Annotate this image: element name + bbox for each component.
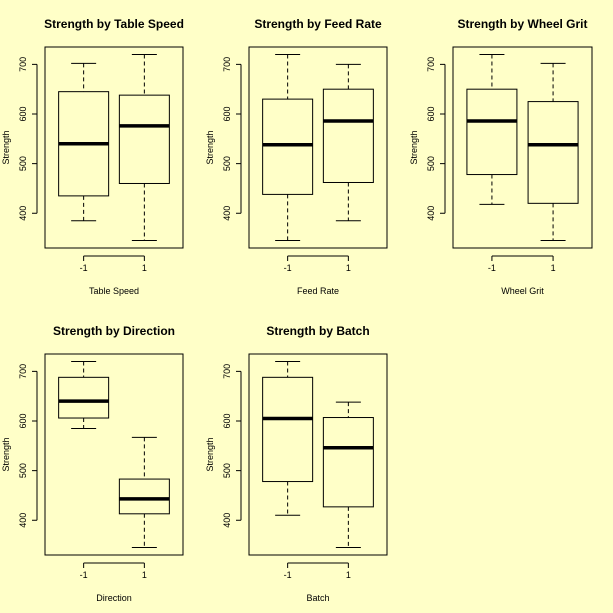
y-axis-label: Strength <box>205 437 215 471</box>
y-tick-label: 500 <box>222 156 232 171</box>
y-axis-label: Strength <box>1 437 11 471</box>
y-tick-label: 500 <box>18 463 28 478</box>
box-1 <box>118 436 170 549</box>
x-tick-label: -1 <box>488 263 496 273</box>
x-axis-label: Batch <box>306 593 329 603</box>
box--1 <box>58 360 110 429</box>
y-tick-label: 600 <box>222 413 232 428</box>
chart-title: Strength by Batch <box>266 324 369 338</box>
box--1 <box>262 360 314 516</box>
y-tick-label: 700 <box>222 57 232 72</box>
x-tick-label: -1 <box>284 570 292 580</box>
box--1 <box>262 53 314 242</box>
y-axis-label: Strength <box>409 130 419 164</box>
y-tick-label: 400 <box>222 206 232 221</box>
y-tick-label: 400 <box>18 513 28 528</box>
iqr-box <box>58 376 110 419</box>
iqr-box <box>262 376 314 483</box>
iqr-box <box>466 88 518 176</box>
x-tick-label: -1 <box>80 570 88 580</box>
chart-panel-2: Strength by Feed Rate 400 500 600 700 Strengt… <box>205 17 388 296</box>
x-tick-label: 1 <box>142 570 147 580</box>
plot-frame <box>44 353 184 556</box>
y-tick-label: 500 <box>222 463 232 478</box>
x-tick-label: 1 <box>346 263 351 273</box>
iqr-box <box>322 417 374 508</box>
chart-title: Strength by Direction <box>53 324 175 338</box>
box--1 <box>466 53 518 205</box>
iqr-box <box>322 88 374 183</box>
y-tick-label: 400 <box>222 513 232 528</box>
y-tick-label: 600 <box>222 106 232 121</box>
y-tick-label: 600 <box>426 106 436 121</box>
iqr-box <box>118 478 170 515</box>
plot-frame <box>248 46 388 249</box>
y-tick-label: 600 <box>18 106 28 121</box>
y-tick-label: 700 <box>18 57 28 72</box>
box-1 <box>322 63 374 222</box>
iqr-box <box>262 98 314 195</box>
chart-panel-4: Strength by Direction 400 500 600 700 Strengt… <box>1 324 184 603</box>
x-axis-label: Wheel Grit <box>501 286 544 296</box>
y-tick-label: 500 <box>18 156 28 171</box>
chart-panel-1: Strength by Table Speed 400 500 600 700 Stren… <box>1 17 184 296</box>
x-tick-label: -1 <box>284 263 292 273</box>
y-tick-label: 700 <box>426 57 436 72</box>
y-tick-label: 400 <box>426 206 436 221</box>
y-tick-label: 400 <box>18 206 28 221</box>
box-1 <box>527 62 579 242</box>
chart-panel-3: Strength by Wheel Grit 400 500 600 700 Streng… <box>409 17 593 296</box>
chart-title: Strength by Table Speed <box>44 17 184 31</box>
x-tick-label: 1 <box>346 570 351 580</box>
x-axis-label: Table Speed <box>89 286 139 296</box>
y-tick-label: 600 <box>18 413 28 428</box>
x-axis-label: Direction <box>96 593 132 603</box>
plot-frame <box>452 46 593 249</box>
box-1 <box>322 401 374 549</box>
x-axis-label: Feed Rate <box>297 286 339 296</box>
y-tick-label: 700 <box>18 364 28 379</box>
x-tick-label: 1 <box>142 263 147 273</box>
chart-title: Strength by Feed Rate <box>254 17 382 31</box>
iqr-box <box>118 94 170 184</box>
iqr-box <box>527 101 579 204</box>
plot-frame <box>248 353 388 556</box>
box--1 <box>58 62 110 222</box>
chart-panel-5: Strength by Batch 400 500 600 700 Strength -1 1… <box>205 324 388 603</box>
y-tick-label: 500 <box>426 156 436 171</box>
chart-title: Strength by Wheel Grit <box>457 17 587 31</box>
plot-frame <box>44 46 184 249</box>
box-1 <box>118 53 170 242</box>
x-tick-label: 1 <box>551 263 556 273</box>
x-tick-label: -1 <box>80 263 88 273</box>
y-tick-label: 700 <box>222 364 232 379</box>
y-axis-label: Strength <box>1 130 11 164</box>
y-axis-label: Strength <box>205 130 215 164</box>
